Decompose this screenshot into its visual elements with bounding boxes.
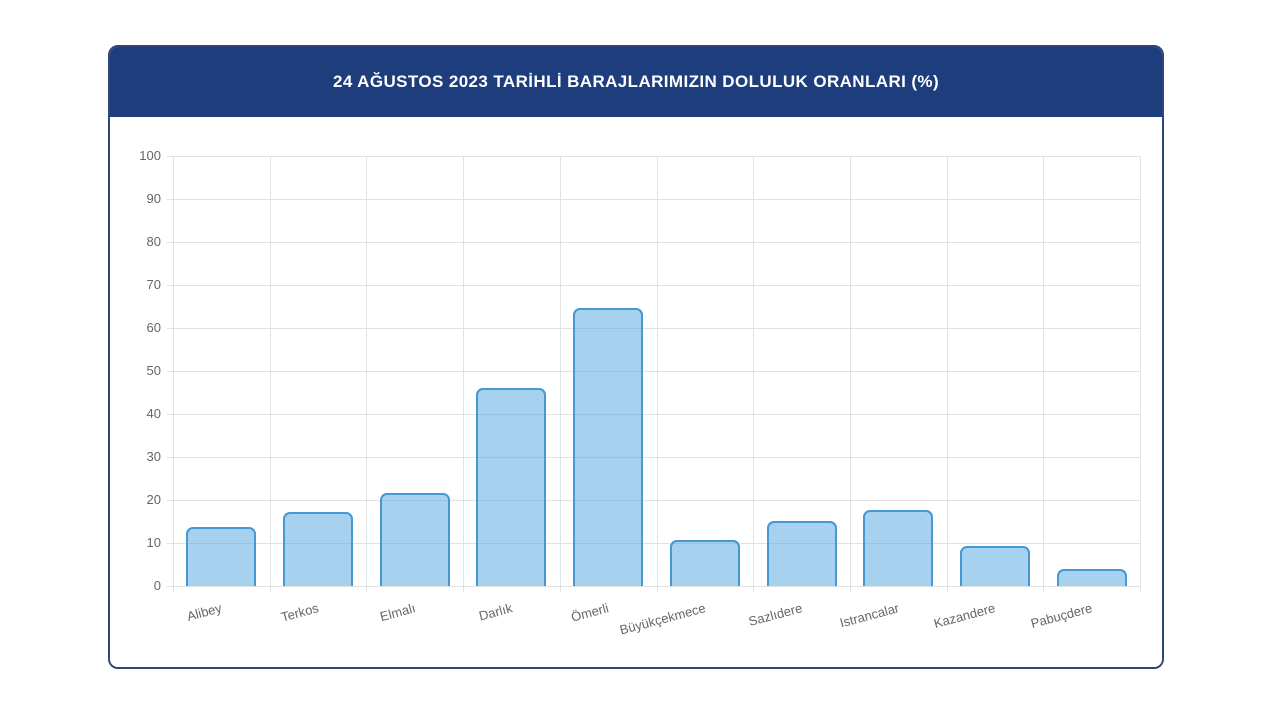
bar-kazandere[interactable]: [959, 546, 1030, 586]
y-axis-tick-label: 60: [146, 320, 161, 335]
gridline-h: [167, 543, 1140, 544]
y-axis-tick-label: 80: [146, 234, 161, 249]
x-axis-label: Terkos: [279, 600, 321, 625]
gridline-h: [167, 328, 1140, 329]
card-header: 24 AĞUSTOS 2023 TARİHLİ BARAJLARIMIZIN D…: [110, 47, 1162, 117]
bar-ömerli[interactable]: [573, 307, 644, 586]
gridline-h: [167, 285, 1140, 286]
gridline-h: [167, 414, 1140, 415]
gridline-h: [167, 371, 1140, 372]
gridline-h: [167, 457, 1140, 458]
gridline-h: [167, 242, 1140, 243]
gridline-v: [463, 156, 465, 592]
gridline-v: [559, 156, 561, 592]
gridline-v: [656, 156, 658, 592]
y-axis-tick-label: 100: [139, 148, 161, 163]
x-axis-label: Alibey: [185, 600, 224, 624]
chart-title: 24 AĞUSTOS 2023 TARİHLİ BARAJLARIMIZIN D…: [332, 72, 940, 91]
y-axis-tick-label: 10: [146, 535, 161, 550]
gridline-v: [1140, 156, 1141, 592]
bar-sazlıdere[interactable]: [766, 520, 837, 586]
y-axis-tick-label: 90: [146, 191, 161, 206]
gridline-v: [366, 156, 368, 592]
bar-elmalı[interactable]: [379, 492, 450, 586]
x-axis-label: Istrancalar: [837, 600, 901, 631]
gridline-v: [269, 156, 271, 592]
gridline-h: [167, 500, 1140, 501]
bar-pabuçdere[interactable]: [1056, 568, 1127, 586]
y-axis-tick-label: 30: [146, 449, 161, 464]
x-axis-label: Sazlıdere: [746, 600, 804, 629]
y-axis-tick-label: 70: [146, 277, 161, 292]
plot-area: 0 10 20 30 40 50 60 70 80 90 100 Alibey Terkos Elmalı…: [139, 148, 1141, 638]
gridline-h: [167, 199, 1140, 200]
bar-darlık[interactable]: [476, 387, 547, 586]
gridline-v: [849, 156, 851, 592]
gridline-h: [167, 586, 1140, 587]
gridline-v: [173, 156, 174, 592]
x-axis-label: Büyükçekmece: [617, 600, 707, 638]
gridline-v: [753, 156, 755, 592]
y-axis-tick-label: 50: [146, 363, 161, 378]
y-axis-tick-label: 20: [146, 492, 161, 507]
x-axis-label: Pabuçdere: [1028, 600, 1094, 632]
bar-alibey[interactable]: [186, 527, 257, 586]
x-axis-label: Darlık: [476, 600, 514, 624]
bar-terkos[interactable]: [283, 511, 354, 586]
y-axis-tick-label: 40: [146, 406, 161, 421]
x-axis-label: Ömerli: [569, 600, 611, 625]
bar-büyükçekmece[interactable]: [669, 540, 740, 586]
bar-istrancalar[interactable]: [863, 509, 934, 586]
y-axis-tick-label: 0: [153, 578, 161, 593]
x-axis-label: Elmalı: [377, 600, 417, 625]
gridline-v: [946, 156, 948, 592]
x-axis-label: Kazandere: [932, 600, 997, 632]
gridline-v: [1043, 156, 1045, 592]
dam-chart-card: 24 AĞUSTOS 2023 TARİHLİ BARAJLARIMIZIN D…: [108, 45, 1164, 669]
chart-region: 0 10 20 30 40 50 60 70 80 90 100 Alibey Terkos Elmalı…: [110, 117, 1162, 667]
gridline-h: [167, 156, 1140, 157]
